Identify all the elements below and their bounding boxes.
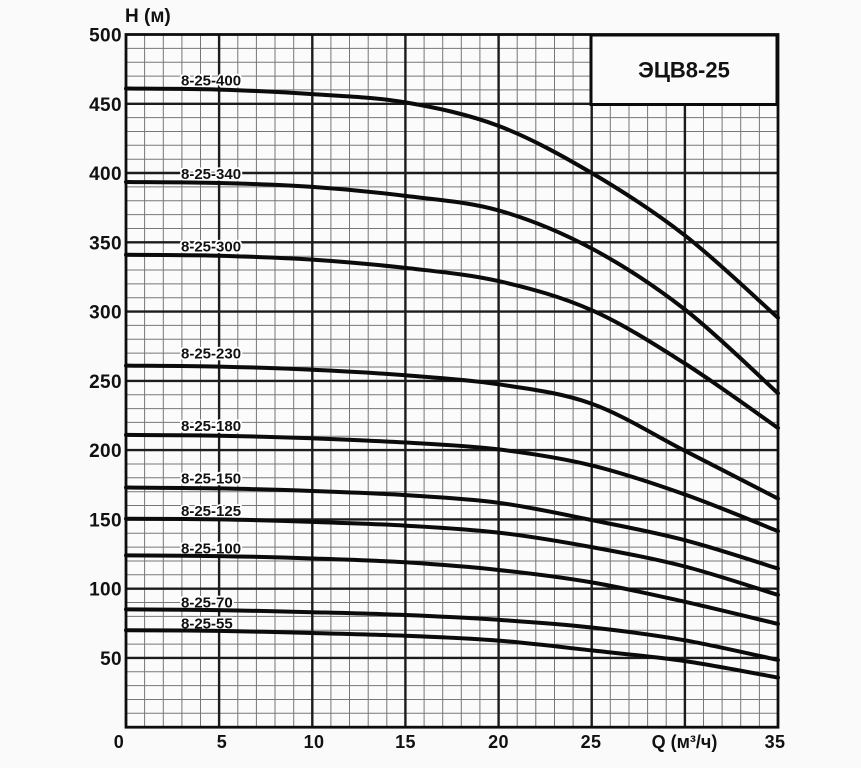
svg-text:Q (м³/ч): Q (м³/ч) — [652, 732, 718, 752]
svg-text:25: 25 — [581, 732, 602, 752]
svg-text:ЭЦВ8-25: ЭЦВ8-25 — [638, 58, 730, 83]
svg-text:8-25-180: 8-25-180 — [181, 418, 241, 435]
svg-text:350: 350 — [89, 233, 122, 254]
svg-text:0: 0 — [114, 732, 124, 752]
svg-text:5: 5 — [217, 732, 227, 752]
svg-text:8-25-400: 8-25-400 — [181, 73, 241, 90]
svg-text:H (м): H (м) — [125, 6, 171, 27]
svg-text:10: 10 — [304, 732, 325, 752]
svg-text:200: 200 — [89, 441, 122, 462]
svg-text:20: 20 — [488, 732, 509, 752]
svg-text:8-25-230: 8-25-230 — [181, 346, 241, 363]
svg-text:150: 150 — [89, 510, 122, 531]
svg-text:35: 35 — [765, 732, 786, 752]
svg-text:50: 50 — [100, 649, 122, 670]
svg-text:300: 300 — [89, 303, 122, 324]
svg-text:8-25-125: 8-25-125 — [181, 503, 241, 520]
svg-text:8-25-150: 8-25-150 — [181, 471, 241, 488]
svg-text:450: 450 — [89, 95, 122, 116]
svg-text:8-25-300: 8-25-300 — [181, 239, 241, 256]
svg-text:250: 250 — [89, 372, 122, 393]
svg-text:8-25-340: 8-25-340 — [181, 166, 241, 183]
svg-text:400: 400 — [89, 164, 122, 185]
svg-text:100: 100 — [89, 580, 122, 601]
svg-text:15: 15 — [395, 732, 416, 752]
svg-text:500: 500 — [89, 26, 122, 47]
